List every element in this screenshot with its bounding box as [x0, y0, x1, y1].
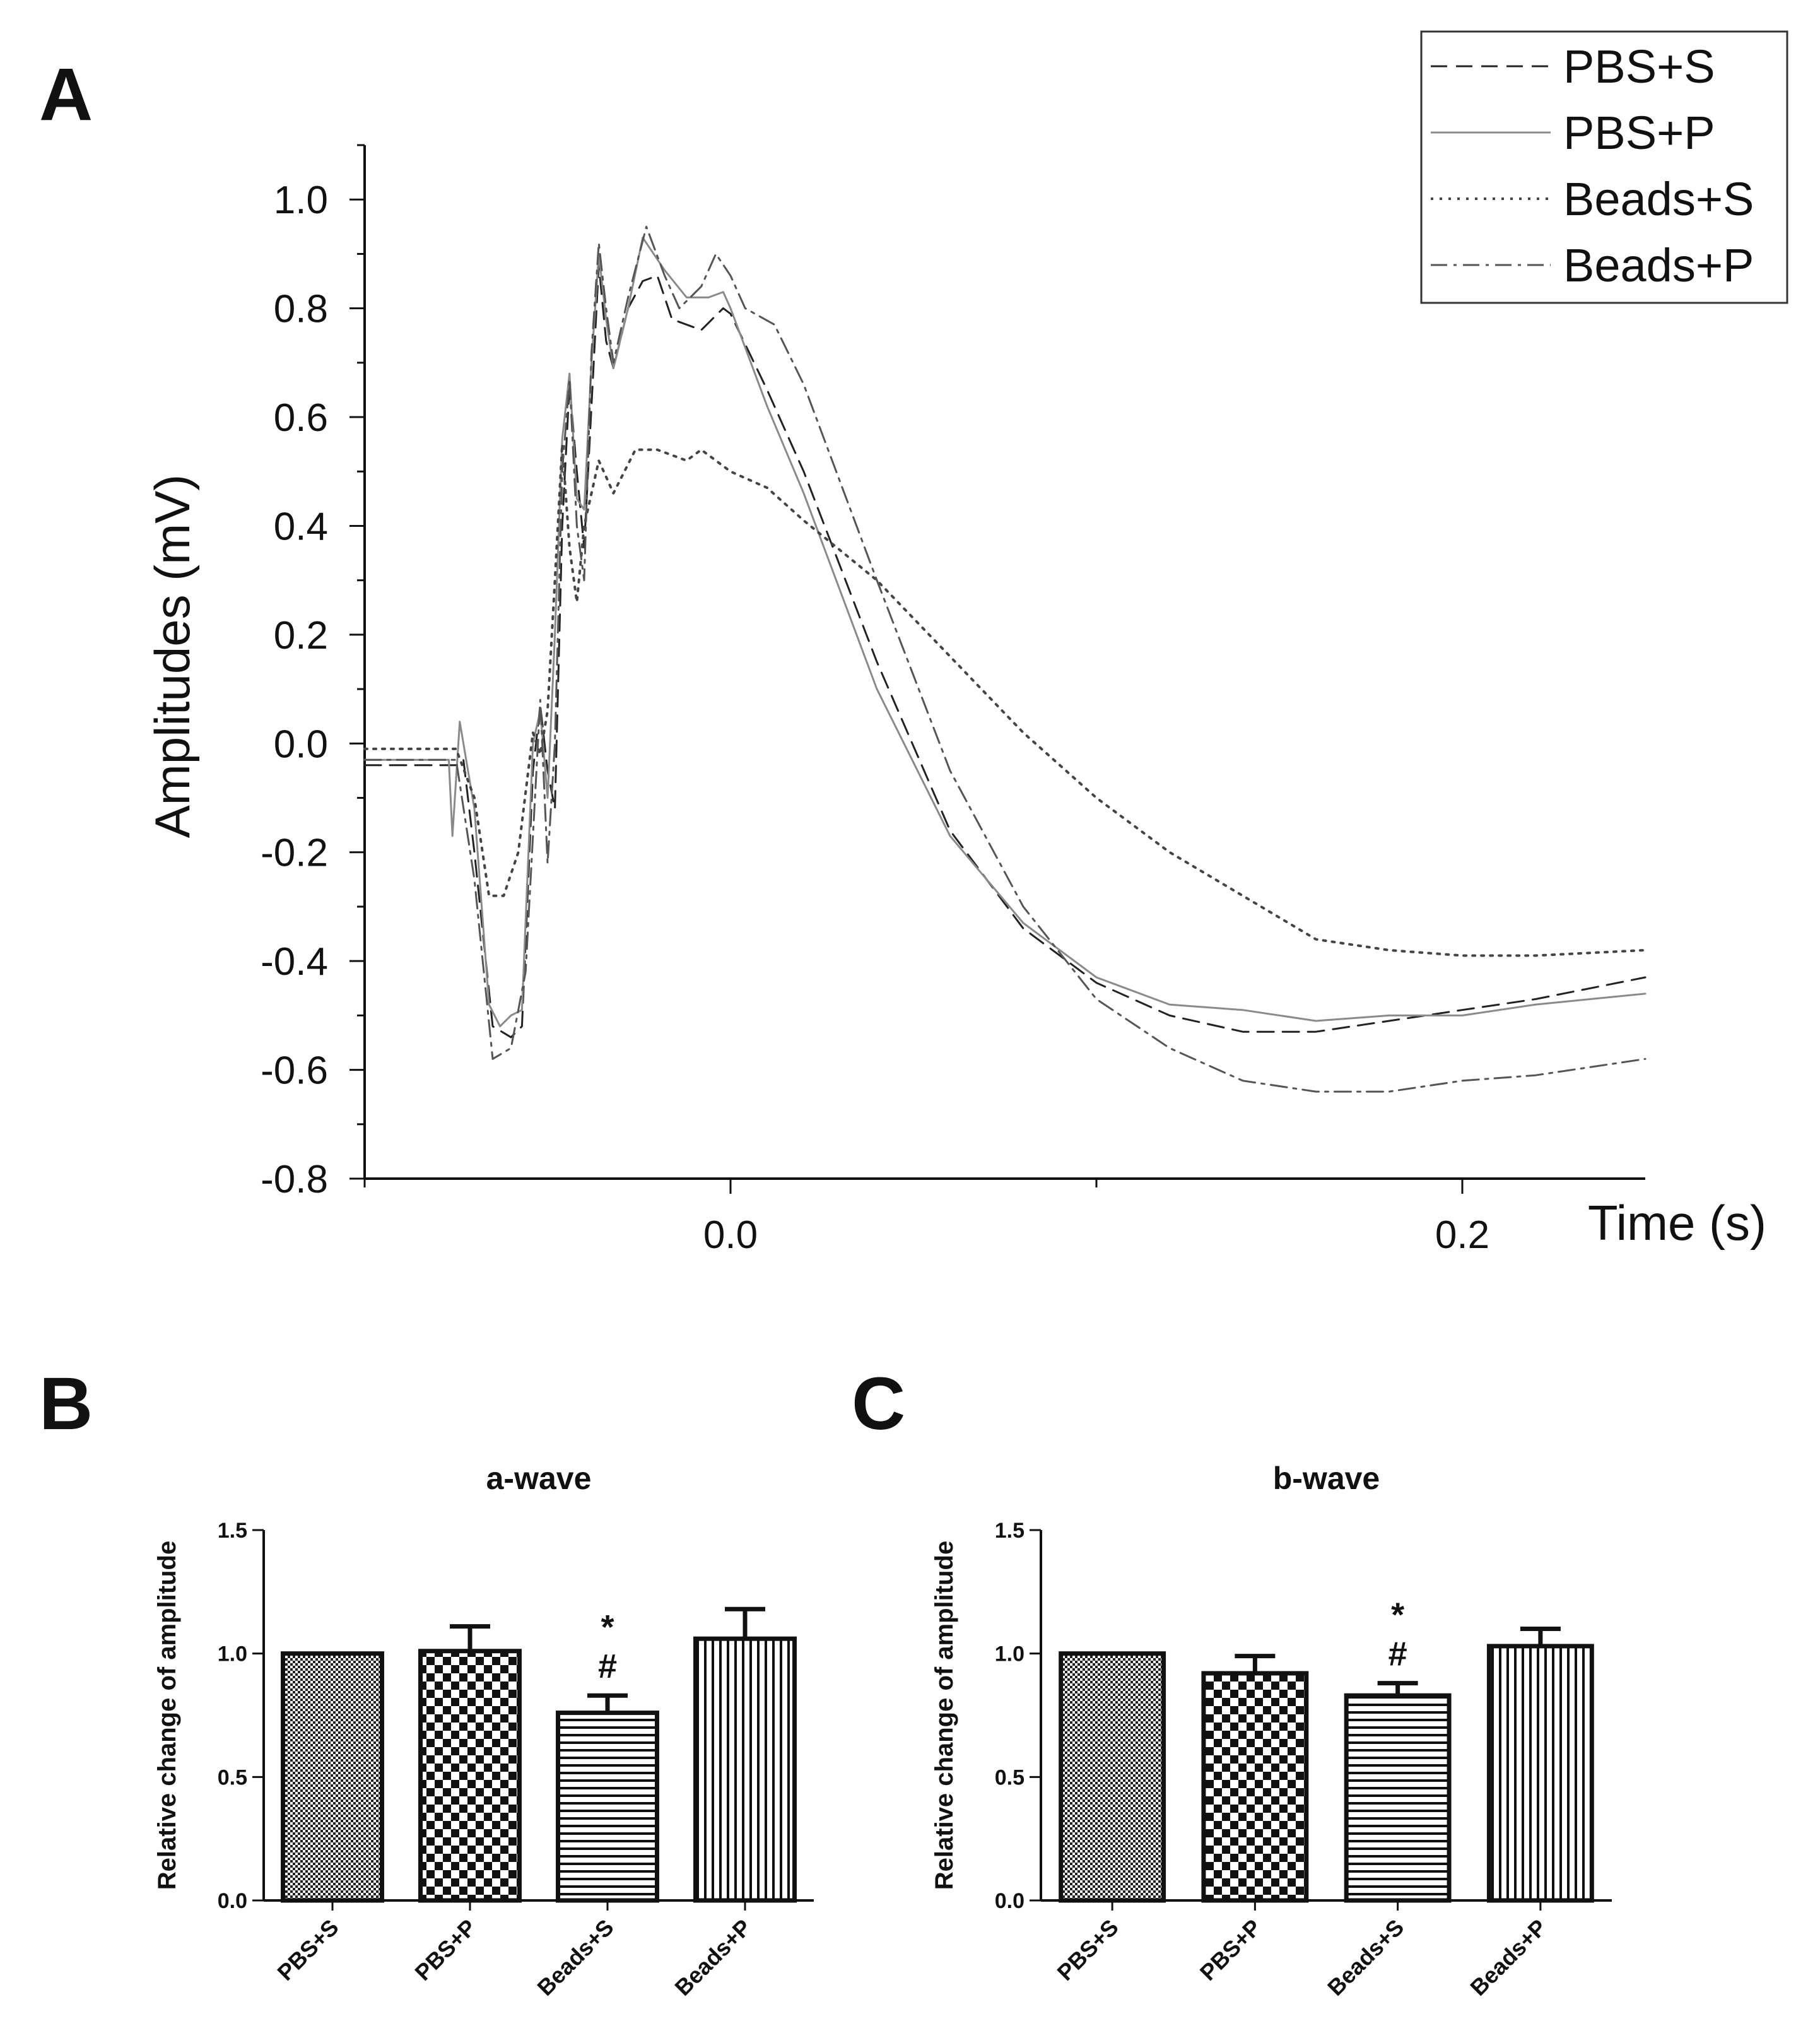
y-axis-label: Relative change of amplitude: [931, 1541, 958, 1890]
y-tick-label: 0.4: [274, 505, 328, 548]
x-tick-label: PBS+S: [1052, 1914, 1124, 1986]
bar-beads-s: [556, 1711, 659, 1903]
series-line-beads-s: [363, 443, 1647, 957]
panel-letter-a: A: [39, 53, 93, 136]
significance-mark: *: [601, 1608, 614, 1646]
y-tick-label: 0.0: [274, 722, 328, 766]
x-tick-label: PBS+S: [272, 1914, 343, 1986]
y-tick-label: -0.2: [261, 832, 328, 875]
legend-label-pbs-s: PBS+S: [1563, 40, 1715, 93]
significance-mark: *: [1391, 1596, 1404, 1634]
y-tick-label: -0.6: [261, 1049, 328, 1093]
bar-pbs-p: [418, 1649, 522, 1903]
y-axis-label: Amplitudes (mV): [144, 474, 200, 838]
legend-label-beads-s: Beads+S: [1563, 173, 1754, 225]
bar-pbs-p: [1201, 1671, 1309, 1903]
x-tick-label: Beads+S: [1322, 1914, 1409, 2001]
bar-beads-s: [1344, 1693, 1452, 1903]
y-tick-label: 1.0: [995, 1642, 1024, 1666]
panel-letter-c: C: [852, 1362, 905, 1446]
chart-title: b-wave: [1273, 1461, 1380, 1496]
x-tick-label: 0.0: [703, 1213, 758, 1257]
legend-label-beads-p: Beads+P: [1563, 239, 1754, 292]
x-tick-label: 0.2: [1435, 1213, 1489, 1257]
y-tick-label: 1.0: [218, 1642, 247, 1666]
chart-title: a-wave: [486, 1461, 592, 1496]
x-tick-label: Beads+P: [1465, 1914, 1551, 2001]
legend-box: [1420, 30, 1788, 304]
y-tick-label: 0.5: [995, 1765, 1024, 1789]
line-chart-a: -0.8 -0.6 -0.4 -0.2 0.0 0.2 0.4 0.6 0.8 1.0 0.0 0.2…: [144, 30, 1788, 1257]
bar-pbs-s: [1059, 1651, 1166, 1903]
y-tick-label: 0.2: [274, 614, 328, 657]
y-tick-label: 0.0: [218, 1889, 247, 1913]
bar-beads-p: [693, 1636, 797, 1903]
bar-chart-c: b-wave 0.0 0.5 1.0 1.5 Relative change of amp…: [931, 1461, 1612, 2001]
panel-letter-b: B: [39, 1362, 93, 1446]
bar-chart-b: a-wave 0.0 0.5 1.0 1.5 Relative change of amp…: [153, 1461, 814, 2001]
significance-mark: #: [598, 1647, 617, 1685]
legend: PBS+S PBS+P Beads+S Beads+P: [1420, 30, 1788, 304]
y-tick-label: 0.6: [274, 396, 328, 440]
y-tick-label: -0.8: [261, 1158, 328, 1201]
y-tick-label: 0.0: [995, 1889, 1024, 1913]
legend-label-pbs-p: PBS+P: [1563, 107, 1715, 159]
y-tick-label: 1.5: [995, 1519, 1024, 1543]
x-tick-label: Beads+S: [532, 1914, 618, 2001]
y-axis-label: Relative change of amplitude: [153, 1541, 181, 1890]
y-tick-label: -0.4: [261, 940, 328, 984]
x-tick-label: PBS+P: [1195, 1914, 1266, 1986]
y-tick-label: 1.5: [218, 1519, 247, 1543]
series-line-beads-p: [363, 225, 1647, 1093]
bar-beads-p: [1486, 1644, 1594, 1903]
x-tick-label: PBS+P: [409, 1914, 481, 1986]
series-line-pbs-p: [363, 237, 1647, 1028]
x-tick-label: Beads+P: [669, 1914, 756, 2001]
significance-mark: #: [1388, 1635, 1407, 1673]
y-tick-label: 1.0: [274, 179, 328, 222]
y-tick-label: 0.5: [218, 1765, 247, 1789]
bar-pbs-s: [281, 1651, 384, 1903]
y-tick-label: 0.8: [274, 288, 328, 331]
x-axis-label: Time (s): [1588, 1195, 1766, 1251]
